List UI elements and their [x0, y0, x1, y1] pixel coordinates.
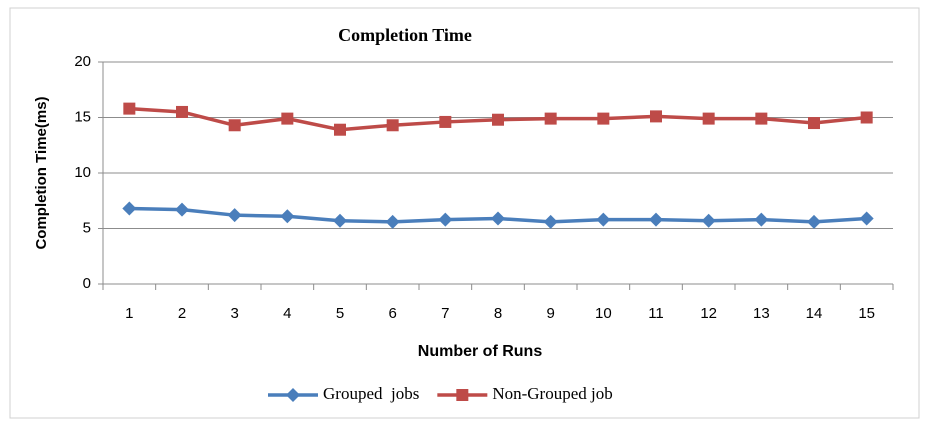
x-tick-label: 10 [595, 305, 612, 322]
x-tick-label: 5 [336, 305, 344, 322]
data-point [385, 214, 400, 229]
y-axis-label: Completion Time(ms) [33, 96, 50, 249]
data-point [123, 102, 136, 115]
data-point [701, 213, 716, 228]
x-tick-label: 1 [125, 305, 133, 322]
y-tick-label: 10 [74, 164, 91, 181]
data-point [438, 212, 453, 227]
data-point [649, 212, 663, 227]
x-tick-label: 12 [700, 305, 717, 322]
x-tick-label: 15 [858, 305, 875, 322]
y-tick-label: 0 [83, 275, 91, 292]
data-point [333, 213, 347, 228]
data-point [650, 110, 662, 123]
data-point [386, 119, 399, 132]
data-point [702, 112, 715, 125]
data-point [808, 117, 820, 130]
x-tick-label: 3 [230, 305, 238, 322]
legend-marker [456, 389, 469, 401]
data-point [755, 112, 768, 125]
data-point [754, 212, 769, 227]
data-point [228, 119, 241, 132]
data-point [439, 115, 452, 128]
data-point [227, 208, 242, 223]
data-point [334, 123, 346, 136]
data-point [281, 112, 294, 125]
legend-marker [286, 388, 300, 402]
legend-label: Non-Grouped job [492, 384, 612, 403]
x-tick-label: 6 [388, 305, 396, 322]
x-axis-label: Number of Runs [418, 343, 543, 360]
data-point [491, 211, 505, 226]
data-point [544, 112, 557, 125]
data-point [596, 212, 611, 227]
data-point [543, 214, 558, 229]
x-tick-label: 14 [806, 305, 823, 322]
data-point [807, 214, 821, 229]
x-tick-label: 4 [283, 305, 291, 322]
data-point [597, 112, 610, 125]
data-point [122, 201, 137, 216]
data-point [492, 113, 504, 126]
y-tick-label: 15 [74, 108, 91, 125]
x-tick-label: 8 [494, 305, 502, 322]
chart-title: Completion Time [338, 25, 472, 45]
y-tick-label: 5 [83, 219, 91, 236]
data-point [859, 211, 874, 226]
legend-label: Grouped jobs [323, 384, 419, 403]
y-tick-label: 20 [74, 53, 91, 70]
chart-frame [9, 7, 920, 419]
x-tick-label: 13 [753, 305, 770, 322]
x-tick-label: 7 [441, 305, 449, 322]
data-point [176, 105, 188, 118]
x-tick-label: 2 [178, 305, 186, 322]
data-point [280, 209, 295, 224]
x-tick-label: 9 [546, 305, 554, 322]
data-point [175, 202, 189, 217]
x-tick-label: 11 [648, 305, 664, 322]
data-point [860, 111, 873, 124]
